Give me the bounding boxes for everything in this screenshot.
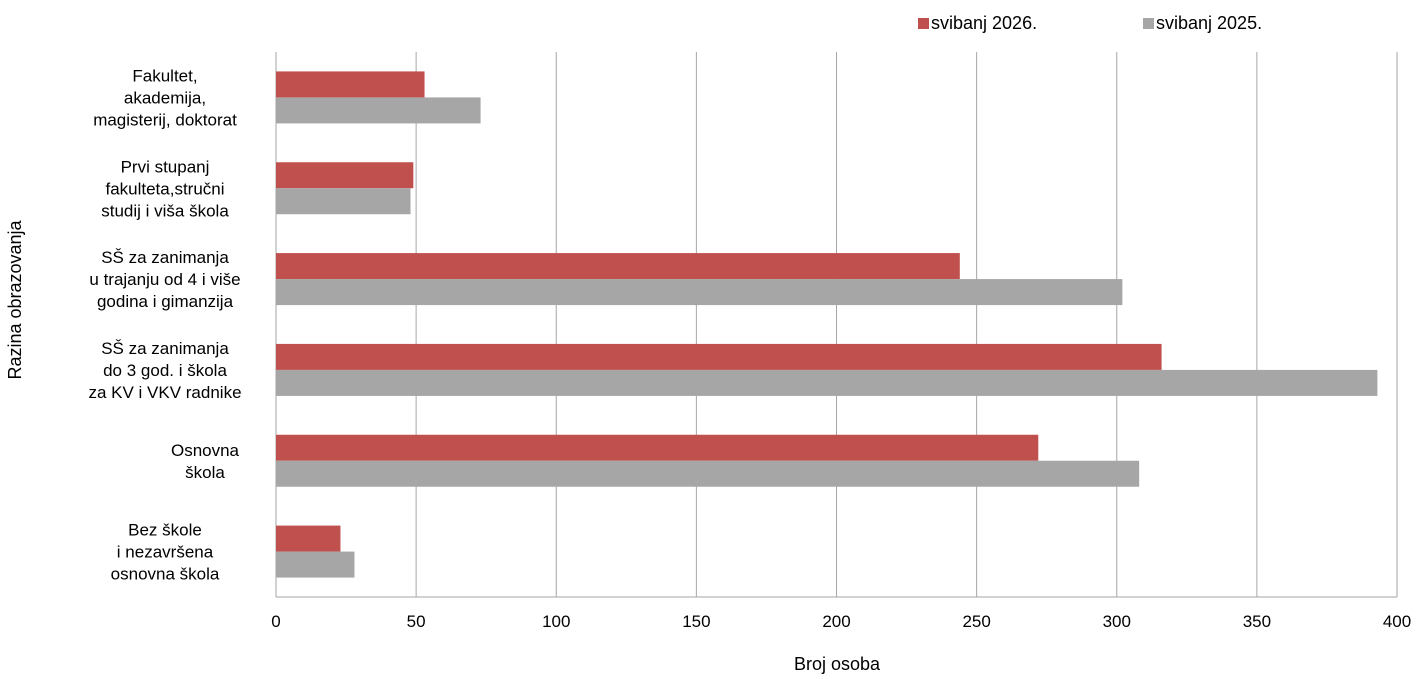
x-tick-label: 0 xyxy=(271,612,280,631)
bar-series2 xyxy=(276,97,481,124)
legend: svibanj 2026. svibanj 2025. xyxy=(918,13,1262,33)
x-tick-label: 100 xyxy=(542,612,570,631)
bars xyxy=(276,71,1378,578)
bar-series2 xyxy=(276,460,1140,487)
x-tick-label: 200 xyxy=(822,612,850,631)
x-tick-label: 350 xyxy=(1243,612,1271,631)
x-tick-label: 250 xyxy=(962,612,990,631)
gridlines xyxy=(275,52,1398,598)
bar-series1 xyxy=(276,71,425,98)
x-tick-labels: 0 50 100 150 200 250 300 350 400 xyxy=(271,612,1411,631)
category-label: SŠ za zanimanja do 3 god. i škola za KV i … xyxy=(88,339,241,402)
legend-label: svibanj 2025. xyxy=(1156,13,1262,33)
legend-swatch xyxy=(918,18,929,29)
bar-series1 xyxy=(276,253,960,280)
x-tick-label: 400 xyxy=(1383,612,1411,631)
category-label: Fakultet, akademija, magisterij, doktorat xyxy=(93,66,237,129)
bar-series1 xyxy=(276,162,414,189)
x-tick-label: 150 xyxy=(682,612,710,631)
bar-series2 xyxy=(276,551,355,578)
x-tick-label: 300 xyxy=(1103,612,1131,631)
category-label: Bez škole i nezavršena osnovna škola xyxy=(111,521,220,584)
bar-series1 xyxy=(276,525,341,552)
category-label: Prvi stupanj fakulteta,stručni studij i vi… xyxy=(101,157,229,220)
bar-series2 xyxy=(276,188,411,215)
bar-series1 xyxy=(276,434,1039,461)
bar-series2 xyxy=(276,279,1123,306)
legend-label: svibanj 2026. xyxy=(931,13,1037,33)
x-axis-title: Broj osoba xyxy=(794,654,881,674)
legend-swatch xyxy=(1143,18,1154,29)
category-label: SŠ za zanimanja u trajanju od 4 i više god… xyxy=(89,248,240,311)
y-axis-title: Razina obrazovanja xyxy=(5,219,25,379)
bar-series1 xyxy=(276,343,1162,370)
category-labels: Fakultet, akademija, magisterij, doktorat P… xyxy=(88,66,241,583)
bar-series2 xyxy=(276,369,1378,396)
category-label: Osnovna škola xyxy=(171,441,240,482)
x-tick-label: 50 xyxy=(407,612,426,631)
